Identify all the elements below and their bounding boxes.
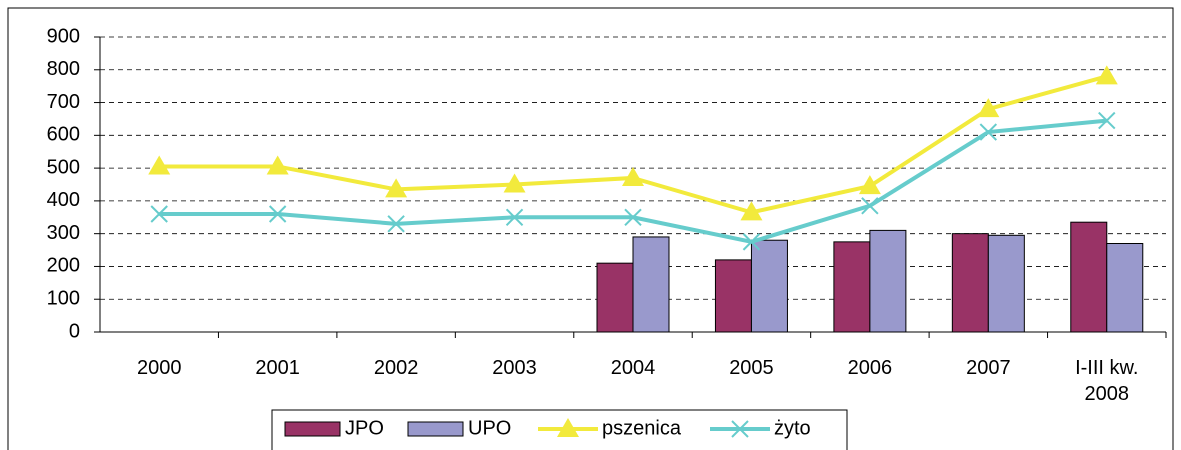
- legend-label: UPO: [468, 417, 511, 439]
- legend-label: JPO: [345, 417, 384, 439]
- legend-swatch: [284, 421, 341, 437]
- y-tick-label: 0: [69, 320, 80, 342]
- marker: [503, 173, 526, 193]
- marker: [266, 155, 289, 175]
- y-tick-label: 700: [47, 91, 80, 113]
- y-tick-label: 100: [47, 288, 80, 310]
- legend-label: pszenica: [602, 417, 682, 439]
- y-tick-label: 200: [47, 255, 80, 277]
- marker: [557, 418, 579, 437]
- marker: [387, 215, 405, 233]
- legend-label: żyto: [774, 417, 811, 439]
- marker: [622, 166, 644, 186]
- marker: [505, 208, 524, 226]
- y-tick-label: 900: [47, 25, 80, 47]
- x-tick-label: 2002: [373, 357, 419, 379]
- marker: [977, 98, 1000, 118]
- bar: [1070, 221, 1108, 333]
- x-tick-label: I-III kw. 2008: [1075, 357, 1139, 405]
- bar: [632, 236, 670, 333]
- bar: [750, 239, 788, 333]
- marker: [858, 175, 881, 195]
- bar: [951, 233, 989, 333]
- marker: [731, 420, 749, 438]
- marker: [385, 178, 408, 198]
- marker: [268, 205, 287, 223]
- bar: [596, 262, 634, 333]
- marker: [979, 123, 998, 141]
- marker: [624, 208, 642, 226]
- x-tick-label: 2007: [966, 357, 1011, 379]
- x-tick-label: 2005: [729, 357, 774, 379]
- y-tick-label: 600: [47, 124, 80, 146]
- y-tick-label: 800: [47, 58, 80, 80]
- marker: [861, 197, 879, 215]
- x-tick-label: 2006: [847, 357, 893, 379]
- x-tick-label: 2000: [136, 357, 182, 379]
- bar: [869, 229, 907, 333]
- bar: [714, 259, 752, 333]
- marker: [740, 201, 763, 221]
- bar: [987, 234, 1025, 333]
- y-tick-label: 400: [47, 189, 80, 211]
- marker: [1095, 65, 1118, 85]
- marker: [1098, 111, 1116, 130]
- x-tick-label: 2004: [610, 357, 656, 379]
- y-tick-label: 500: [47, 156, 80, 178]
- legend-swatch: [407, 421, 464, 437]
- y-tick-label: 300: [47, 222, 80, 244]
- bar: [833, 241, 871, 333]
- marker: [150, 205, 168, 223]
- legend: JPO UPO pszenica żyto: [271, 409, 848, 450]
- marker: [742, 233, 761, 251]
- x-tick-label: 2003: [492, 357, 537, 379]
- bar: [1106, 243, 1144, 333]
- marker: [148, 155, 171, 175]
- x-tick-label: 2001: [255, 357, 300, 379]
- line: [159, 74, 1108, 215]
- chart-frame: [7, 7, 1174, 450]
